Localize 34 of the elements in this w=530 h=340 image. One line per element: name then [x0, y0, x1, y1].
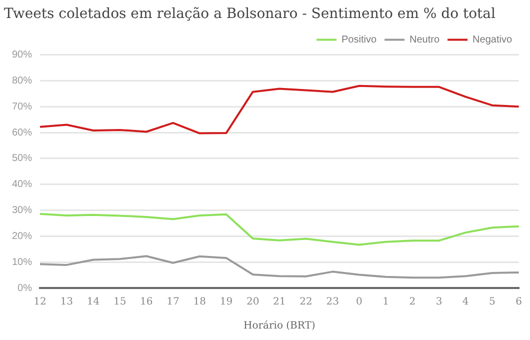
x-tick-label: 13: [60, 296, 73, 308]
x-tick-label: 0: [356, 296, 362, 308]
x-tick-label: 18: [193, 296, 206, 308]
x-tick-label: 21: [273, 296, 286, 308]
x-tick-label: 2: [409, 296, 416, 308]
x-tick-label: 15: [113, 296, 126, 308]
x-tick-label: 4: [462, 296, 469, 308]
x-tick-label: 22: [300, 296, 312, 308]
y-tick-label: 70%: [12, 101, 32, 112]
x-axis-title: Horário (BRT): [243, 320, 316, 332]
y-tick-label: 80%: [12, 75, 32, 86]
legend-label: Positivo: [342, 34, 377, 46]
y-tick-label: 30%: [12, 205, 32, 216]
y-tick-label: 50%: [12, 153, 32, 164]
y-tick-label: 40%: [12, 179, 32, 190]
x-tick-label: 5: [489, 296, 496, 308]
x-tick-label: 23: [326, 296, 339, 308]
x-tick-label: 20: [246, 296, 260, 308]
chart-title: Tweets coletados em relação a Bolsonaro - Sentimento em % do total: [4, 6, 496, 22]
y-tick-label: 10%: [12, 256, 32, 268]
x-tick-label: 14: [86, 296, 100, 308]
x-tick-label: 16: [140, 296, 153, 308]
y-tick-label: 0%: [18, 282, 32, 294]
x-tick-label: 17: [166, 296, 180, 308]
x-tick-label: 6: [516, 296, 522, 308]
legend-label: Neutro: [410, 34, 440, 46]
x-tick-label: 19: [220, 296, 233, 308]
x-tick-label: 1: [382, 296, 390, 308]
y-tick-label: 60%: [12, 127, 32, 138]
legend-label: Negativo: [472, 34, 512, 46]
y-tick-label: 20%: [12, 230, 32, 242]
x-tick-label: 3: [436, 296, 442, 308]
y-tick-label: 90%: [12, 50, 32, 61]
x-tick-label: 12: [34, 296, 46, 308]
